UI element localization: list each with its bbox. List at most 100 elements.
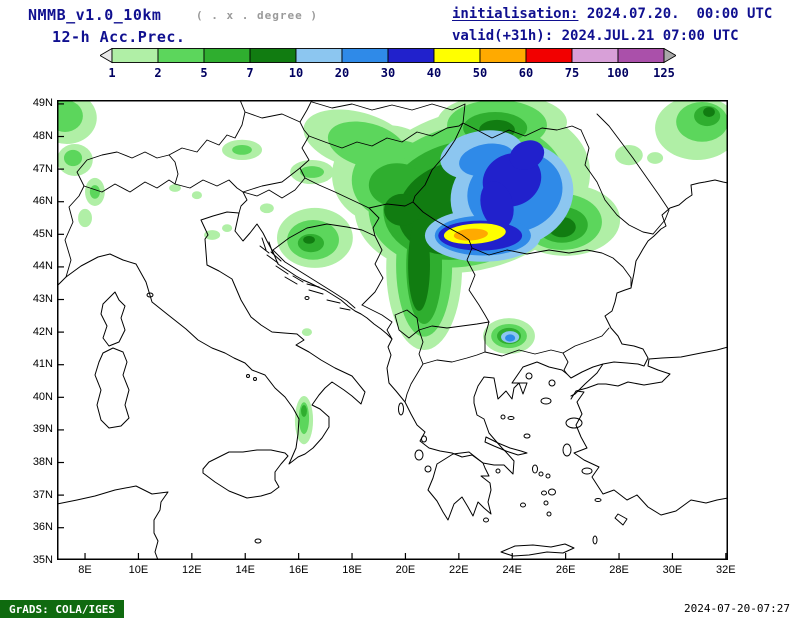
colorbar-segment — [249, 48, 297, 63]
country-borders — [64, 100, 670, 403]
precip-cell-1mm — [222, 224, 233, 233]
precip-cell-2mm — [89, 185, 100, 199]
precip-cell-1mm — [647, 152, 664, 164]
precip-cell-1mm — [615, 144, 643, 166]
lat-tick-label: 46N — [32, 195, 53, 208]
colorbar-under-arrow — [99, 47, 113, 64]
map-plot — [57, 100, 728, 560]
colorbar: 1 2 5 7 10 20 30 40 50 60 75 100 125 — [99, 47, 677, 86]
colorbar-level-label: 125 — [653, 66, 675, 80]
colorbar-level-label: 5 — [200, 66, 207, 80]
coast-sardinia — [94, 347, 130, 429]
precip-cell-2mm — [232, 144, 252, 155]
coast-north-africa — [57, 485, 169, 560]
precip-cell-7mm — [703, 107, 715, 117]
lon-tick-label: 28E — [609, 564, 629, 576]
colorbar-segment — [295, 48, 343, 63]
coast-italy — [57, 211, 366, 465]
precipitation-layer — [57, 100, 728, 445]
lon-tick-label: 12E — [182, 564, 202, 576]
colorbar-segment — [433, 48, 481, 63]
precip-cell-1mm — [259, 203, 274, 214]
colorbar-level-label: 30 — [381, 66, 395, 80]
precip-cell-2mm — [63, 149, 83, 167]
lat-tick-label: 40N — [32, 390, 53, 403]
precip-cell-7mm — [303, 235, 315, 244]
lon-tick-label: 18E — [342, 564, 362, 576]
init-value: 2024.07.20. 00:00 UTC — [578, 6, 773, 22]
coast-peloponnese — [427, 451, 492, 521]
colorbar-segment — [157, 48, 205, 63]
coast-corsica — [100, 291, 126, 347]
creation-timestamp: 2024-07-20-07:27 — [684, 602, 790, 615]
lat-tick-label: 38N — [32, 456, 53, 468]
colorbar-segment — [571, 48, 619, 63]
product-title: 12-h Acc.Prec. — [52, 28, 186, 46]
colorbar-segment — [203, 48, 251, 63]
lon-tick-label: 14E — [235, 564, 256, 576]
colorbar-segment — [479, 48, 527, 63]
lon-tick-label: 26E — [555, 564, 576, 576]
precip-cell-7mm — [384, 193, 420, 226]
colorbar-over-arrow — [663, 47, 677, 64]
lat-tick-label: 49N — [32, 97, 53, 110]
colorbar-level-label: 1 — [108, 66, 115, 80]
valid-line: valid(+31h): 2024.JUL.21 07:00 UTC — [452, 28, 739, 44]
precip-cell-7mm — [408, 218, 430, 311]
lat-tick-label: 41N — [32, 358, 53, 371]
resolution-note: ( . x . degree ) — [196, 9, 318, 22]
lon-tick-label: 16E — [288, 564, 309, 576]
init-line: initialisation: 2024.07.20. 00:00 UTC — [452, 6, 772, 22]
precip-cell-1mm — [169, 184, 181, 192]
coast-anatolia — [570, 346, 728, 516]
lat-tick-label: 42N — [32, 325, 53, 338]
precip-cell-50mm — [453, 228, 488, 241]
precip-cell-1mm — [204, 230, 221, 240]
lon-tick-label: 20E — [395, 564, 416, 576]
map-frame — [57, 100, 728, 560]
lon-tick-label: 30E — [662, 564, 683, 576]
coastlines — [57, 179, 728, 560]
lat-tick-label: 35N — [32, 553, 53, 566]
coast-rhodes — [614, 513, 628, 526]
colorbar-level-label: 40 — [427, 66, 441, 80]
precip-cell-30mm — [509, 140, 545, 170]
lat-tick-label: 47N — [32, 162, 53, 175]
precip-cell-1mm — [301, 328, 312, 337]
map-wrap: 49N 48N 47N 46N 45N 44N 43N 42N 41N 40N 39N 38N 37N 3… — [0, 97, 800, 590]
precip-cell-30mm — [480, 181, 514, 229]
colorbar-level-label: 20 — [335, 66, 349, 80]
init-label: initialisation: — [452, 6, 579, 22]
coast-euboea — [484, 436, 528, 456]
lat-tick-label: 36N — [32, 521, 53, 534]
colorbar-segment — [387, 48, 435, 63]
precip-cell-20mm — [505, 334, 516, 342]
lat-tick-label: 48N — [32, 130, 53, 142]
lat-tick-label: 37N — [32, 488, 53, 501]
grads-credit-text: GrADS: COLA/IGES — [9, 602, 115, 616]
precip-cell-1mm — [78, 208, 92, 228]
aegean-islands — [146, 292, 602, 545]
axis-ticks — [58, 103, 727, 560]
colorbar-segment — [111, 48, 159, 63]
lat-tick-label: 45N — [32, 227, 53, 240]
valid-label: valid(+31h): — [452, 28, 554, 44]
lon-tick-label: 22E — [449, 564, 469, 576]
lon-tick-label: 10E — [128, 564, 149, 576]
lon-tick-label: 8E — [78, 564, 92, 576]
lat-tick-label: 39N — [32, 423, 53, 436]
precip-cell-5mm — [301, 405, 307, 417]
lon-tick-label: 32E — [716, 564, 736, 576]
colorbar-level-label: 10 — [289, 66, 303, 80]
lat-tick-label: 44N — [32, 260, 53, 273]
lat-tick-label: 43N — [32, 293, 53, 305]
colorbar-segment — [617, 48, 665, 63]
colorbar-level-label: 7 — [246, 66, 253, 80]
colorbar-level-label: 60 — [519, 66, 533, 80]
coast-balkan-aegean — [234, 212, 568, 475]
colorbar-level-label: 2 — [154, 66, 161, 80]
coast-crete — [500, 543, 575, 557]
lon-tick-label: 24E — [502, 564, 523, 576]
precip-cell-2mm — [299, 166, 324, 178]
